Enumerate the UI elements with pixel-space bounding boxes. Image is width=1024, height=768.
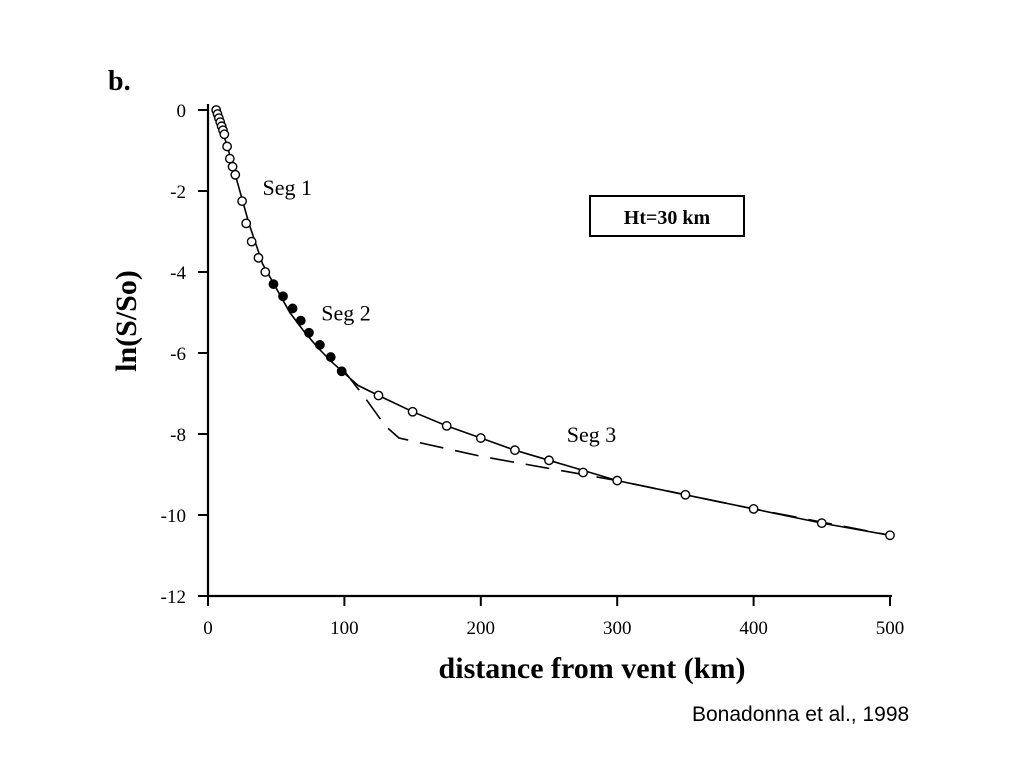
y-tick-label: -12: [161, 587, 186, 608]
data-point-open: [885, 530, 895, 541]
data-points: [211, 105, 895, 541]
annotation-box: Ht=30 km: [589, 195, 745, 237]
data-point-open: [230, 169, 241, 180]
data-point-open: [224, 153, 235, 164]
x-tick-label: 400: [739, 618, 768, 639]
data-point-open: [510, 445, 520, 456]
data-point-open: [475, 433, 486, 443]
y-axis-label: ln(S/So): [110, 270, 143, 372]
data-point-filled: [278, 291, 288, 302]
segment-label: Seg 2: [321, 301, 371, 326]
segment-labels: Seg 1 Seg 2 Seg 3: [263, 175, 617, 447]
data-point-open: [441, 420, 452, 431]
x-tick-label: 500: [876, 618, 905, 639]
y-tick-label: -10: [161, 506, 186, 527]
fit-lines: [215, 109, 891, 537]
data-point-open: [253, 252, 264, 263]
x-tick-label: 200: [467, 618, 496, 639]
data-point-open: [407, 406, 418, 417]
data-point-open: [816, 518, 827, 528]
y-tick-label: -4: [170, 263, 186, 284]
data-point-open: [260, 267, 271, 277]
data-point-filled: [268, 279, 279, 290]
data-point-open: [222, 141, 232, 152]
y-ticks: 0 -2 -4 -6 -8 -10 -12: [161, 101, 208, 608]
panel-label: b.: [108, 66, 131, 97]
y-tick-label: -6: [170, 344, 186, 365]
data-point-open: [246, 236, 257, 247]
data-point-open: [373, 390, 384, 401]
data-point-filled: [287, 303, 298, 314]
citation: Bonadonna et al., 1998: [692, 703, 910, 726]
data-point-open: [219, 129, 230, 140]
segment-label: Seg 3: [567, 422, 617, 447]
x-tick-label: 300: [603, 618, 632, 639]
x-ticks: 0 100 200 300 400 500: [203, 596, 904, 639]
data-point-filled: [304, 327, 314, 338]
x-tick-label: 100: [330, 618, 359, 639]
x-axis-label: distance from vent (km): [439, 652, 746, 685]
y-tick-label: -8: [170, 425, 186, 446]
data-point-open: [612, 475, 623, 486]
data-point-open: [241, 218, 252, 229]
data-point-open: [578, 467, 588, 478]
segment-fit-dashed-line: [343, 370, 891, 537]
data-point-open: [748, 504, 759, 514]
data-point-filled: [314, 339, 325, 350]
data-point-filled: [325, 352, 336, 362]
y-tick-label: 0: [177, 101, 187, 122]
data-point-open: [544, 455, 554, 466]
fit-solid-line: [215, 109, 891, 537]
annotation-text: Ht=30 km: [624, 207, 711, 229]
data-point-filled: [336, 366, 347, 377]
x-tick-label: 0: [203, 618, 213, 639]
y-tick-label: -2: [170, 182, 186, 203]
data-point-open: [237, 196, 248, 207]
data-point-open: [680, 489, 691, 500]
data-point-filled: [295, 315, 306, 326]
segment-label: Seg 1: [263, 175, 313, 200]
data-point-open: [227, 161, 238, 172]
